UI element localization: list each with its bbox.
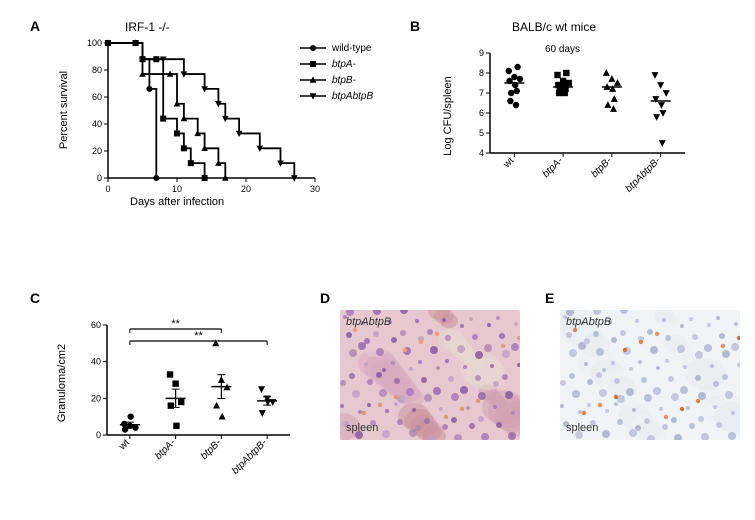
panel-e: btpAbtpB spleen: [560, 310, 740, 440]
svg-text:btpB-: btpB-: [199, 437, 224, 462]
panel-b-ylabel: Log CFU/spleen: [442, 76, 454, 156]
panel-e-label: E: [545, 290, 554, 306]
panel-d-bottom: spleen: [346, 422, 378, 434]
svg-text:**: **: [194, 330, 203, 342]
svg-text:20: 20: [91, 393, 101, 403]
svg-text:30: 30: [310, 184, 320, 194]
panel-c-chart: 0 20 40 60 wt btpA-btpB-btpAbtpB- ** **: [75, 295, 295, 495]
svg-text:100: 100: [87, 38, 102, 48]
panel-a-legend: wild-typebtpA-btpB-btpAbtpB: [300, 40, 373, 104]
panel-a-chart: 0 20 40 60 80 100 0 10 20 30: [70, 38, 320, 208]
svg-text:7: 7: [479, 88, 484, 98]
panel-c-label: C: [30, 290, 40, 306]
svg-text:btpAbtpB-: btpAbtpB-: [624, 155, 664, 195]
svg-text:6: 6: [479, 108, 484, 118]
panel-b-chart: 4 5 6 7 8 9 wt btpA-btpB-btpAbtpB-: [460, 48, 690, 208]
svg-text:0: 0: [105, 184, 110, 194]
svg-text:btpA-: btpA-: [153, 437, 178, 462]
panel-c: 0 20 40 60 wt btpA-btpB-btpAbtpB- ** ** Granulo…: [45, 295, 295, 505]
panel-a-title: IRF-1 -/-: [125, 20, 170, 34]
panel-e-bottom: spleen: [566, 422, 598, 434]
svg-text:0: 0: [97, 173, 102, 183]
panel-a: IRF-1 -/- 0 20 40 60 80 100 0 10 20 30 Percent su…: [45, 20, 365, 220]
panel-b: BALB/c wt mice 60 days 456789wtbtpA-btpB…: [430, 20, 730, 220]
svg-text:20: 20: [241, 184, 251, 194]
svg-text:8: 8: [479, 68, 484, 78]
svg-text:wt: wt: [116, 437, 132, 453]
panel-e-overlay: btpAbtpB: [566, 316, 611, 328]
svg-text:9: 9: [479, 48, 484, 58]
panel-d-label: D: [320, 290, 330, 306]
svg-text:60: 60: [91, 320, 101, 330]
svg-text:60: 60: [92, 92, 102, 102]
svg-text:0: 0: [96, 430, 101, 440]
panel-d: btpAbtpB spleen: [340, 310, 520, 440]
panel-e-image: btpAbtpB spleen: [560, 310, 740, 440]
svg-text:btpB-: btpB-: [589, 155, 614, 180]
svg-text:40: 40: [92, 119, 102, 129]
panel-a-label: A: [30, 18, 40, 34]
svg-text:**: **: [171, 318, 180, 330]
svg-text:wt: wt: [501, 155, 517, 171]
svg-text:btpA-: btpA-: [541, 155, 566, 180]
svg-text:20: 20: [92, 146, 102, 156]
svg-text:4: 4: [479, 148, 484, 158]
svg-text:40: 40: [91, 357, 101, 367]
svg-text:10: 10: [172, 184, 182, 194]
panel-a-xlabel: Days after infection: [130, 196, 224, 208]
panel-d-image: btpAbtpB spleen: [340, 310, 520, 440]
panel-b-label: B: [410, 18, 420, 34]
svg-text:80: 80: [92, 65, 102, 75]
panel-d-overlay: btpAbtpB: [346, 316, 391, 328]
panel-a-ylabel: Percent survival: [58, 71, 70, 149]
panel-c-ylabel: Granuloma/cm2: [56, 344, 68, 422]
svg-text:btpAbtpB-: btpAbtpB-: [230, 437, 270, 477]
svg-text:5: 5: [479, 128, 484, 138]
panel-b-title: BALB/c wt mice: [512, 20, 596, 34]
